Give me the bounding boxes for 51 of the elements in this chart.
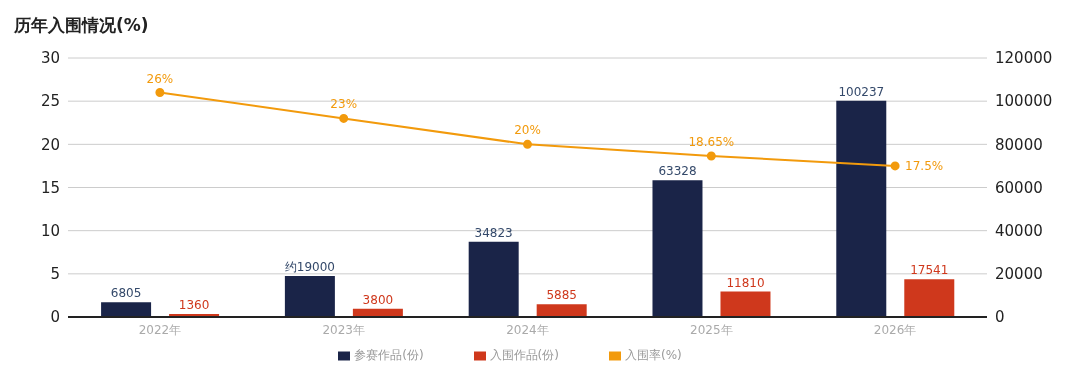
data-label: 约19000 [284,259,335,274]
chart-title: 历年入围情况(%) [13,14,150,37]
data-label: 18.65% [688,134,735,149]
x-tick-label: 2026年 [873,322,917,337]
bar [652,180,703,317]
y-tick-label: 30 [40,49,60,68]
point [706,151,716,161]
bar [536,304,587,317]
y2-tick-label: 0 [995,308,1005,327]
data-label: 26% [146,71,174,86]
y-tick-label: 0 [50,308,60,327]
data-label: 11810 [726,275,765,290]
data-label: 3800 [362,292,394,307]
x-tick-label: 2025年 [690,322,733,337]
y-tick-label: 25 [40,92,60,111]
data-label: 17.5% [905,158,944,173]
y2-tick-label: 100000 [995,92,1053,111]
data-label: 100237 [838,84,885,99]
bar [101,302,152,317]
x-tick-label: 2022年 [138,322,182,337]
y2-tick-label: 20000 [995,265,1043,284]
legend-label: 入围作品(份) [489,348,559,362]
bar [836,100,887,317]
y2-tick-label: 40000 [995,221,1043,240]
data-label: 63328 [658,164,697,179]
bar [904,279,955,317]
bar [720,291,771,317]
data-label: 23% [330,97,358,112]
y2-tick-label: 60000 [995,178,1043,197]
point [155,88,165,98]
data-label: 5885 [546,288,577,303]
x-tick-label: 2024年 [506,322,549,337]
bar [468,241,519,317]
data-label: 17541 [910,263,949,278]
data-label: 20% [514,123,541,138]
x-tick-label: 2023年 [322,322,365,337]
y2-tick-label: 120000 [995,49,1053,68]
data-label: 34823 [474,225,513,240]
data-label: 6805 [110,286,142,301]
data-label: 1360 [178,298,210,313]
point [523,139,532,149]
y-tick-label: 20 [40,135,60,154]
y-tick-label: 15 [40,178,60,197]
y-tick-label: 5 [50,265,60,284]
bar [284,275,335,317]
point [339,113,349,123]
y2-tick-label: 80000 [995,135,1043,154]
y-tick-label: 10 [40,221,60,240]
point [890,161,900,171]
legend-label: 入围率(%) [624,348,682,362]
legend-label: 参赛作品(份) [354,348,424,362]
